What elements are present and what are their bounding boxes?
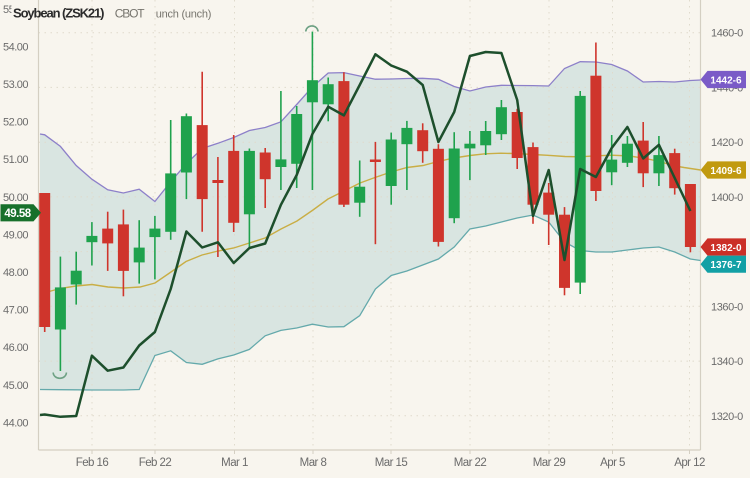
svg-text:Mar 29: Mar 29 <box>533 457 566 469</box>
svg-text:51.00: 51.00 <box>3 154 28 166</box>
svg-text:1460-0: 1460-0 <box>711 28 743 40</box>
svg-text:47.00: 47.00 <box>3 305 28 317</box>
svg-text:Soybean (ZSK21): Soybean (ZSK21) <box>13 5 104 20</box>
svg-text:Mar 8: Mar 8 <box>300 457 327 469</box>
svg-text:Apr 12: Apr 12 <box>674 457 705 469</box>
svg-text:1420-0: 1420-0 <box>711 137 743 149</box>
svg-text:49.58: 49.58 <box>4 208 31 220</box>
svg-text:1400-0: 1400-0 <box>711 192 743 204</box>
svg-text:Feb 16: Feb 16 <box>76 457 109 469</box>
svg-text:50.00: 50.00 <box>3 192 28 204</box>
svg-text:unch (unch): unch (unch) <box>156 8 211 20</box>
svg-text:Apr 5: Apr 5 <box>600 457 625 469</box>
svg-text:Mar 22: Mar 22 <box>454 457 487 469</box>
svg-text:1376-7: 1376-7 <box>710 260 742 271</box>
svg-text:52.00: 52.00 <box>3 117 28 129</box>
svg-text:53.00: 53.00 <box>3 79 28 91</box>
svg-text:1320-0: 1320-0 <box>711 411 743 423</box>
svg-text:1360-0: 1360-0 <box>711 301 743 313</box>
svg-text:1382-0: 1382-0 <box>710 243 742 254</box>
svg-text:46.00: 46.00 <box>3 342 28 354</box>
svg-text:48.00: 48.00 <box>3 267 28 279</box>
svg-text:54.00: 54.00 <box>3 41 28 53</box>
svg-text:1409-6: 1409-6 <box>710 166 742 177</box>
svg-text:Feb 22: Feb 22 <box>139 457 172 469</box>
svg-text:Mar 1: Mar 1 <box>221 457 248 469</box>
svg-text:45.00: 45.00 <box>3 380 28 392</box>
svg-text:Mar 15: Mar 15 <box>375 457 408 469</box>
svg-text:CBOT: CBOT <box>115 6 145 20</box>
svg-text:49.00: 49.00 <box>3 229 28 241</box>
svg-text:1340-0: 1340-0 <box>711 356 743 368</box>
svg-text:44.00: 44.00 <box>3 417 28 429</box>
svg-text:1442-6: 1442-6 <box>710 75 742 86</box>
